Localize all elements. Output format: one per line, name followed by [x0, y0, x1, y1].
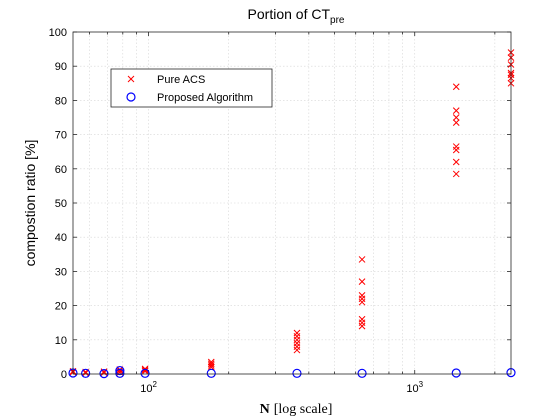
legend-marker-o — [126, 92, 136, 102]
x-marker-stroke — [452, 119, 460, 126]
point-pure-acs — [358, 291, 366, 299]
legend-box — [110, 68, 273, 108]
point-proposed-algorithm — [206, 368, 216, 378]
point-pure-acs — [82, 369, 89, 377]
point-pure-acs — [116, 367, 124, 374]
legend: Pure ACS Proposed Algorithm — [110, 68, 273, 108]
x-marker-stroke — [452, 83, 460, 91]
point-pure-acs — [207, 360, 215, 368]
x-axis-label-rest: [log scale] — [274, 402, 333, 417]
point-proposed-algorithm — [140, 368, 150, 378]
point-pure-acs — [207, 358, 215, 366]
point-pure-acs — [452, 158, 460, 166]
y-tick-label: 100 — [49, 27, 67, 39]
x-marker-stroke — [82, 369, 89, 377]
x-marker-stroke — [452, 170, 460, 178]
x-marker-stroke — [358, 256, 366, 263]
point-proposed-algorithm — [115, 365, 125, 376]
point-proposed-algorithm — [81, 368, 91, 378]
y-tick-label: 0 — [61, 369, 67, 381]
x-marker-stroke — [452, 107, 460, 115]
point-pure-acs — [452, 119, 460, 126]
y-tick-label: 90 — [55, 61, 67, 73]
legend-item-proposed-algorithm: Proposed Algorithm — [126, 92, 253, 104]
y-tick-label: 80 — [55, 95, 67, 107]
point-pure-acs — [358, 256, 366, 263]
title-subscript: pre — [330, 15, 345, 26]
point-pure-acs — [452, 114, 460, 121]
point-pure-acs — [293, 329, 301, 337]
y-tick-label: 30 — [55, 266, 67, 278]
x-marker-stroke — [358, 315, 366, 323]
x-marker-stroke — [452, 143, 460, 150]
x-marker-stroke — [452, 158, 460, 166]
x-tick-label-exponent: 2 — [152, 380, 157, 389]
title-main: Portion of CT — [248, 6, 331, 22]
point-proposed-algorithm — [292, 368, 302, 378]
legend-label-pure-acs: Pure ACS — [157, 74, 205, 86]
legend-marker-x — [127, 75, 135, 83]
x-marker-stroke — [452, 114, 460, 121]
chart-title: Portion of CTpre — [248, 6, 345, 26]
point-proposed-algorithm — [357, 368, 367, 378]
legend-item-pure-acs: Pure ACS — [127, 74, 205, 86]
point-pure-acs — [358, 315, 366, 323]
point-pure-acs — [452, 107, 460, 115]
point-pure-acs — [452, 83, 460, 91]
x-tick-label-base: 10 — [406, 383, 418, 395]
y-tick-label: 40 — [55, 232, 67, 244]
x-marker-stroke — [358, 291, 366, 299]
y-tick-label: 20 — [55, 301, 67, 313]
x-marker-stroke — [207, 358, 215, 366]
x-tick-label-exponent: 3 — [419, 380, 424, 389]
x-tick-label: 102 — [140, 380, 157, 395]
x-marker-stroke — [293, 329, 301, 337]
point-proposed-algorithm — [115, 368, 125, 378]
point-pure-acs — [358, 278, 366, 286]
y-tick-label: 60 — [55, 164, 67, 176]
legend-label-proposed-algorithm: Proposed Algorithm — [157, 92, 253, 104]
x-marker-stroke — [358, 278, 366, 286]
x-tick-label-base: 10 — [140, 383, 152, 395]
y-tick-label: 70 — [55, 130, 67, 142]
x-axis-label-bold: N — [260, 402, 270, 417]
plot-border — [72, 31, 512, 375]
x-marker-stroke — [116, 367, 124, 374]
point-proposed-algorithm — [451, 368, 461, 378]
point-pure-acs — [452, 170, 460, 178]
y-tick-label: 10 — [55, 335, 67, 347]
point-pure-acs — [452, 143, 460, 150]
x-marker-stroke — [207, 360, 215, 368]
y-axis-label: compostion ratio [%] — [22, 140, 38, 267]
x-axis-label: N [log scale] — [260, 402, 333, 417]
y-tick-label: 50 — [55, 198, 67, 210]
x-tick-label: 103 — [406, 380, 423, 395]
